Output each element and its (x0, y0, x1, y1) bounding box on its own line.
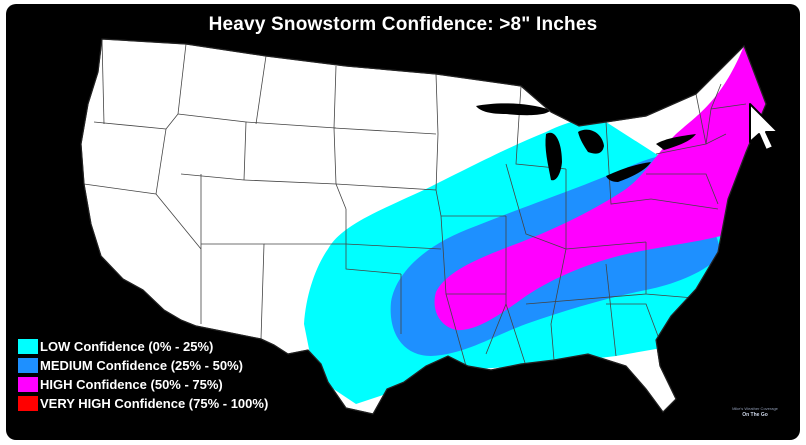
legend-item-medium: MEDIUM Confidence (25% - 50%) (18, 357, 268, 374)
legend-label-low: LOW Confidence (0% - 25%) (40, 339, 214, 354)
high-confidence-zone (434, 46, 766, 331)
legend-label-high: HIGH Confidence (50% - 75%) (40, 377, 223, 392)
legend-item-high: HIGH Confidence (50% - 75%) (18, 376, 268, 393)
map-title: Heavy Snowstorm Confidence: >8" Inches (208, 14, 598, 35)
us-map (80, 38, 779, 415)
watermark-bottom-text: On The Go (742, 412, 768, 418)
watermark-logo: Mike's Weather Coverage On The Go (726, 406, 784, 419)
legend: LOW Confidence (0% - 25%) MEDIUM Confide… (18, 338, 268, 414)
legend-item-very-high: VERY HIGH Confidence (75% - 100%) (18, 395, 268, 412)
legend-item-low: LOW Confidence (0% - 25%) (18, 338, 268, 355)
legend-label-very-high: VERY HIGH Confidence (75% - 100%) (40, 396, 269, 411)
map-frame: Heavy Snowstorm Confidence: >8" Inches L… (6, 4, 800, 440)
legend-swatch-high (18, 377, 38, 392)
watermark-top-text: Mike's Weather Coverage (732, 406, 778, 411)
legend-swatch-low (18, 339, 38, 354)
state-borders (83, 39, 747, 367)
legend-label-medium: MEDIUM Confidence (25% - 50%) (40, 358, 243, 373)
legend-swatch-medium (18, 358, 38, 373)
great-lakes (476, 103, 696, 182)
mouse-pointer-icon (749, 103, 779, 151)
legend-swatch-very-high (18, 396, 38, 411)
